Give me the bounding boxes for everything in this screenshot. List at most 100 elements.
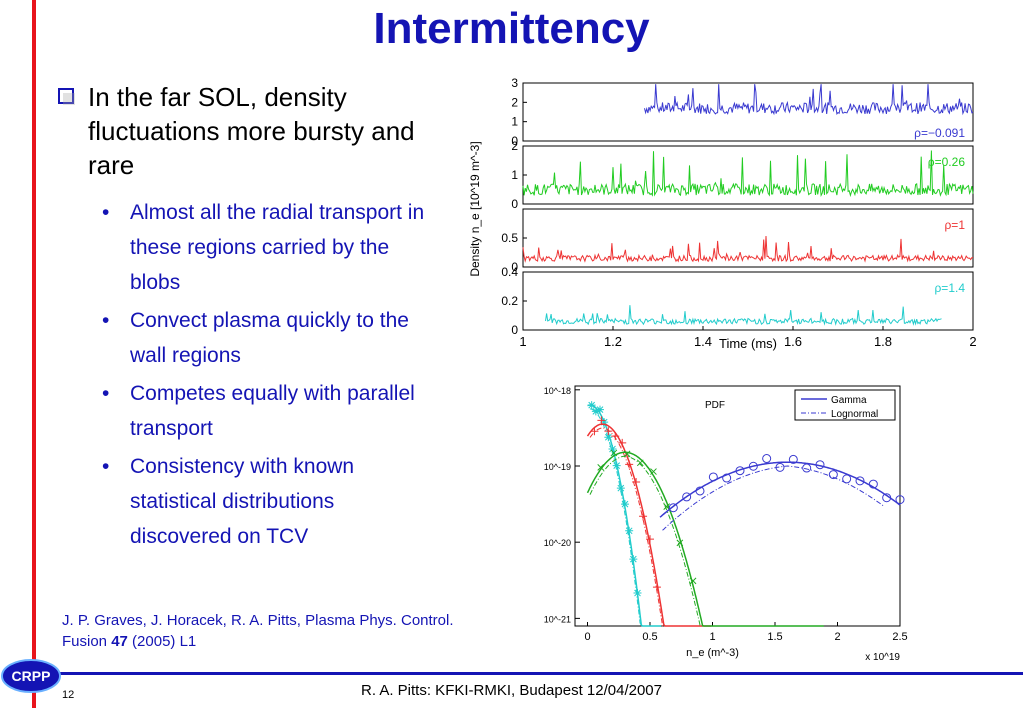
y-tick-label: 0.5 [501, 231, 518, 245]
bullet-dot-icon: • [102, 382, 110, 405]
slide-title: Intermittency [373, 4, 650, 53]
panel-label: ρ=−0.091 [914, 126, 965, 140]
data-marker-circle [855, 476, 865, 486]
main-bullet: In the far SOL, density fluctuations mor… [58, 80, 438, 182]
data-marker-plus [639, 512, 648, 521]
x-axis-label: Time (ms) [719, 336, 777, 351]
legend-gamma-label: Gamma [831, 395, 867, 406]
sub-bullet-text: Consistency with known statistical distr… [130, 455, 355, 548]
y-axis-label: Density n_e [10^19 m^-3] [468, 141, 482, 276]
data-marker-circle [722, 473, 732, 483]
citation-volume: 47 [111, 633, 128, 650]
data-marker-plus [652, 583, 661, 592]
panel-label: ρ=1 [944, 218, 965, 232]
data-marker-circle [868, 479, 878, 489]
x-tick-label: 1.8 [874, 334, 892, 349]
data-marker-star [633, 589, 642, 598]
gamma-fit-curve [659, 461, 901, 518]
gamma-fit-curve [586, 423, 712, 627]
data-marker-star [621, 500, 629, 509]
data-marker-star [604, 433, 613, 442]
citation: J. P. Graves, J. Horacek, R. A. Pitts, P… [62, 610, 482, 652]
x-tick-label: 1 [709, 631, 715, 643]
bullet-dot-icon: • [102, 455, 110, 478]
series-line [644, 84, 974, 116]
y-tick-label: 0.4 [501, 265, 518, 279]
data-marker-plus [632, 478, 641, 487]
data-marker-plus [618, 438, 627, 447]
y-tick-label: 10^-18 [544, 386, 571, 396]
data-marker-cross [689, 577, 697, 585]
data-marker-circle [775, 462, 785, 472]
x-tick-label: 1.6 [784, 334, 802, 349]
plot-title: PDF [705, 400, 725, 411]
series-line [522, 235, 974, 263]
y-tick-label: 2 [511, 95, 518, 109]
series-line [545, 305, 942, 326]
footer-divider [36, 672, 1023, 675]
panel-frame [522, 82, 974, 142]
legend-box [794, 389, 896, 421]
sub-bullet-text: Competes equally with parallel transport [130, 382, 415, 440]
data-marker-cross [623, 450, 631, 458]
lognormal-fit-curve [589, 427, 705, 627]
data-marker-star [587, 401, 596, 410]
main-bullet-text: In the far SOL, density fluctuations mor… [88, 82, 415, 180]
data-marker-circle [682, 492, 692, 502]
data-marker-circle [842, 474, 852, 484]
x-tick-label: 2 [969, 334, 976, 349]
gamma-fit-curve [587, 404, 662, 627]
sub-bullet-text: Convect plasma quickly to the wall regio… [130, 309, 409, 367]
left-red-accent-line [32, 0, 36, 708]
data-marker-plus [611, 432, 620, 441]
crpp-logo-ring [1, 659, 61, 693]
y-tick-label: 0 [511, 134, 518, 148]
x-tick-label: 0.5 [642, 631, 657, 643]
data-marker-circle [882, 493, 892, 503]
sub-bullet: • Almost all the radial transport in thes… [100, 195, 440, 300]
legend: Gamma Lognormal [794, 389, 896, 421]
y-tick-label: 10^-20 [544, 538, 571, 548]
data-marker-star [616, 484, 625, 493]
bullet-dot-icon: • [102, 201, 110, 224]
lognormal-fit-curve [589, 408, 658, 627]
x-axis-label: n_e (m^-3) [686, 647, 739, 659]
data-marker-cross [663, 503, 671, 510]
data-marker-cross [636, 459, 644, 467]
crpp-logo: CRPP [1, 659, 61, 693]
y-tick-label: 1 [511, 115, 518, 129]
page-number: 12 [62, 689, 75, 701]
data-marker-plus [597, 416, 606, 425]
x-tick-label: 0 [584, 631, 590, 643]
y-tick-label: 0.2 [501, 294, 518, 308]
data-marker-star [596, 405, 604, 414]
panel-label: ρ=1.4 [934, 281, 965, 295]
panel-frame [522, 145, 974, 205]
sub-bullet: • Competes equally with parallel transpor… [100, 376, 440, 446]
y-tick-label: 1 [511, 168, 518, 182]
panel-frame [522, 271, 974, 331]
y-tick-label: 0 [511, 260, 518, 274]
data-marker-cross [676, 539, 684, 547]
data-marker-cross [650, 468, 657, 475]
y-tick-label: 10^-21 [544, 614, 571, 624]
data-marker-circle [828, 470, 838, 480]
x-tick-label: 1.2 [604, 334, 622, 349]
series-line [522, 150, 974, 198]
crpp-logo-text: CRPP [12, 668, 51, 684]
sub-bullet: • Convect plasma quickly to the wall regi… [100, 303, 440, 373]
data-marker-cross [610, 449, 618, 457]
lognormal-fit-curve [589, 455, 813, 627]
data-marker-circle [695, 486, 705, 496]
x-tick-label: 2 [834, 631, 840, 643]
gamma-fit-curve [586, 451, 824, 627]
density-time-series-chart: 0123ρ=−0.091012ρ=0.2600.5ρ=100.20.4ρ=1.4… [468, 78, 977, 351]
pdf-chart: 0 0.5 1 1.5 2 2.5 10^-18 10^-19 10^-20 10^-21 PDF n… [544, 385, 908, 663]
y-tick-label: 3 [511, 78, 518, 90]
legend-lognormal-label: Lognormal [831, 409, 878, 420]
bullet-dot-icon: • [102, 309, 110, 332]
checkbox-bullet-icon [58, 88, 75, 105]
y-tick-label: 0 [511, 197, 518, 211]
data-marker-plus [625, 460, 634, 469]
data-marker-plus [646, 535, 654, 544]
